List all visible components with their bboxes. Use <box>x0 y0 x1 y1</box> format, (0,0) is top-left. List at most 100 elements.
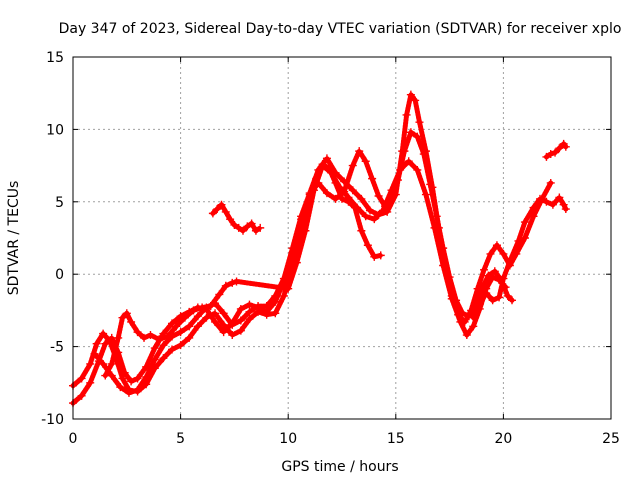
y-tick-label: -5 <box>50 340 64 356</box>
data-point-marker <box>398 147 407 156</box>
data-point-marker <box>155 335 164 344</box>
x-tick-label: 25 <box>602 431 620 447</box>
data-point-marker <box>505 257 514 266</box>
data-point-marker <box>402 110 411 119</box>
data-point-marker <box>118 313 127 322</box>
data-point-marker <box>551 148 560 157</box>
data-point-marker <box>127 317 136 326</box>
y-axis-label: SDTVAR / TECUs <box>6 181 22 296</box>
data-point-marker <box>234 223 243 232</box>
data-point-marker <box>490 267 499 276</box>
data-point-marker <box>467 306 476 315</box>
x-tick-label: 20 <box>494 431 512 447</box>
plot-frame <box>72 56 612 420</box>
data-point-marker <box>86 378 95 387</box>
data-point-marker <box>406 128 415 137</box>
ticks: 0 5 10 15 20 25 -10 -5 0 5 10 15 <box>41 50 620 447</box>
data-point-marker <box>279 291 288 300</box>
data-point-marker <box>219 328 228 337</box>
data-point-marker <box>122 309 131 318</box>
data-point-marker <box>529 203 538 212</box>
data-point-marker <box>503 291 512 300</box>
data-point-marker <box>292 258 301 267</box>
data-point-marker <box>159 341 168 350</box>
data-point-marker <box>251 226 260 235</box>
data-point-marker <box>92 339 101 348</box>
data-point-marker <box>176 328 185 337</box>
data-point-marker <box>495 293 504 302</box>
data-point-marker <box>228 331 237 340</box>
data-point-marker <box>86 359 95 368</box>
data-point-marker <box>228 320 237 329</box>
data-point-marker <box>318 161 327 170</box>
data-point-marker <box>185 333 194 342</box>
data-point-marker <box>193 312 202 321</box>
data-point-marker <box>378 206 387 215</box>
x-axis-label: GPS time / hours <box>281 459 398 475</box>
data-point-marker <box>370 252 379 261</box>
data-point-marker <box>546 178 555 187</box>
data-point-marker <box>370 215 379 224</box>
data-point-marker <box>514 236 523 245</box>
series-trace-4 <box>101 157 510 380</box>
x-tick-label: 0 <box>69 431 78 447</box>
data-point-marker <box>284 284 293 293</box>
y-tick-label: -10 <box>41 412 64 428</box>
y-tick-label: 0 <box>55 267 64 283</box>
data-point-marker <box>473 284 482 293</box>
data-point-marker <box>243 222 252 231</box>
data-point-marker <box>310 186 319 195</box>
data-point-marker <box>340 177 349 186</box>
data-point-marker <box>217 200 226 209</box>
data-point-marker <box>520 234 529 242</box>
data-point-marker <box>357 194 366 203</box>
data-point-marker <box>77 391 86 400</box>
data-point-marker <box>176 341 185 350</box>
data-point-marker <box>180 313 189 322</box>
data-point-marker <box>508 296 517 305</box>
data-point-marker <box>262 302 271 311</box>
data-point-marker <box>480 265 489 274</box>
y-tick-label: 5 <box>55 195 64 211</box>
data-point-marker <box>353 203 362 212</box>
data-point-marker <box>245 307 254 316</box>
data-point-marker <box>211 317 220 326</box>
data-point-marker <box>499 274 508 283</box>
data-point-marker <box>163 332 172 341</box>
data-point-marker <box>413 165 422 174</box>
data-point-marker <box>542 152 551 161</box>
data-point-marker <box>120 368 129 377</box>
data-point-marker <box>406 90 415 99</box>
data-point-marker <box>555 193 564 202</box>
series-trace-3 <box>90 90 555 397</box>
data-point-marker <box>142 373 151 382</box>
data-point-marker <box>447 294 456 303</box>
data-point-marker <box>221 281 230 290</box>
data-point-marker <box>167 345 176 354</box>
data-point-marker <box>331 194 340 203</box>
data-point-marker <box>208 209 217 218</box>
data-point-marker <box>365 206 374 215</box>
data-point-marker <box>428 183 437 192</box>
data-point-marker <box>219 320 228 329</box>
data-point-marker <box>396 165 405 174</box>
data-point-marker <box>256 223 265 232</box>
data-point-marker <box>482 289 491 298</box>
series-trace-7 <box>542 139 570 161</box>
data-point-marker <box>232 277 241 286</box>
data-point-marker <box>439 261 448 270</box>
data-point-marker <box>150 355 159 364</box>
data-point-marker <box>357 226 366 235</box>
series-trace-5 <box>208 200 265 235</box>
data-point-marker <box>561 142 570 151</box>
data-point-marker <box>133 328 142 337</box>
data-point-marker <box>271 309 280 318</box>
data-point-marker <box>559 200 568 209</box>
data-point-marker <box>206 302 215 311</box>
data-series <box>69 90 570 408</box>
data-point-marker <box>236 304 245 313</box>
data-point-marker <box>189 306 198 315</box>
data-point-marker <box>486 249 495 258</box>
